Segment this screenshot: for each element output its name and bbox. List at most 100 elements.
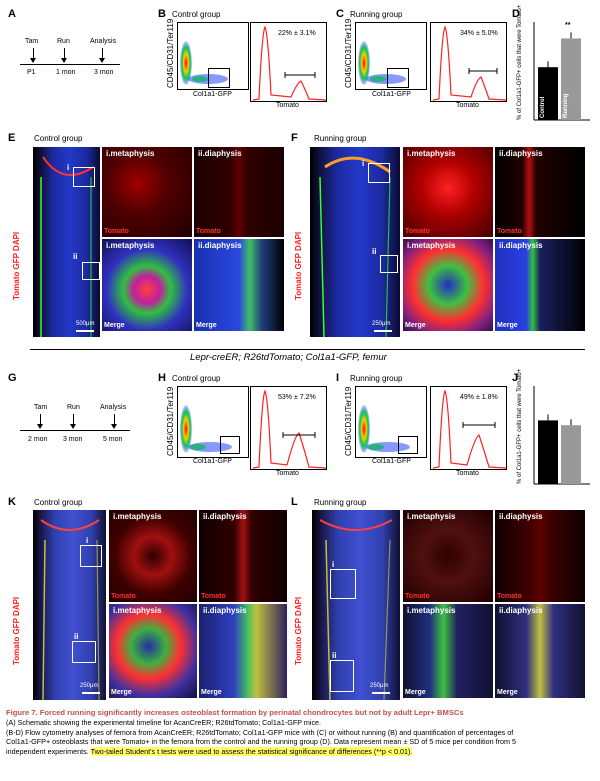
time-label: 2 mon (28, 436, 48, 443)
channel-label: Tomato GFP DAPI (294, 231, 303, 300)
roi-label: i (332, 560, 335, 569)
facs-gate (220, 436, 240, 454)
inset-image (403, 510, 493, 602)
facs-gate (208, 68, 230, 88)
caption-line: (B-D) Flow cytometry analyses of femora … (6, 727, 514, 737)
inset-label: ii.diaphysis (198, 241, 242, 250)
arrow-head (37, 424, 43, 429)
step-label: Analysis (90, 38, 117, 45)
roi-box (73, 167, 95, 187)
roi-box (380, 255, 398, 273)
caption-highlight: Two-tailed Student's t tests were used t… (90, 747, 413, 757)
scale-bar (82, 692, 100, 694)
scale-bar (372, 692, 390, 694)
inset-image (495, 147, 585, 237)
arrow (40, 414, 41, 426)
inset-label: ii.diaphysis (499, 241, 543, 250)
channel-tag: Merge (111, 689, 132, 696)
caption-line: (A) Schematic showing the experimental t… (6, 717, 322, 727)
group-title: Running group (314, 498, 367, 507)
roi-label: ii (332, 651, 337, 660)
channel-tag: Tomato (196, 228, 221, 235)
bar-chart-j (533, 386, 590, 485)
facs-plot (355, 386, 427, 458)
inset-label: ii.diaphysis (203, 606, 247, 615)
group-title: Running group (350, 10, 403, 19)
bone-image (310, 147, 400, 337)
panel-letter: H (158, 372, 166, 384)
sig-marker: ** (565, 22, 571, 29)
channel-tag: Tomato (405, 593, 430, 600)
bar-running (561, 38, 581, 120)
facs-ylabel: CD45/CD31/Ter119 (344, 18, 353, 88)
histogram (430, 22, 507, 102)
roi-box (82, 262, 100, 280)
percent-stat: 34% ± 5.0% (460, 30, 498, 37)
bar-ylabel: % of Col1a1-GFP+ cells that were Tomato+ (517, 368, 523, 484)
percent-stat: 53% ± 7.2% (278, 394, 316, 401)
channel-tag: Merge (497, 322, 518, 329)
bar-control (538, 420, 558, 484)
panel-letter: C (336, 8, 344, 20)
inset-image (102, 239, 192, 331)
roi-box (330, 660, 354, 692)
bar-running (561, 425, 581, 484)
channel-tag: Tomato (497, 228, 522, 235)
channel-tag: Merge (201, 689, 222, 696)
scale-label: 250μm (80, 683, 99, 689)
scale-label: 250μm (370, 683, 389, 689)
channel-tag: Tomato (497, 593, 522, 600)
bone-image (33, 510, 106, 700)
roi-label: i (362, 159, 365, 168)
arrow (73, 414, 74, 426)
inset-image (495, 510, 585, 602)
figure-caption: Figure 7. Forced running significantly i… (6, 708, 594, 757)
inset-image (102, 147, 192, 237)
inset-label: i.metaphysis (106, 241, 155, 250)
inset-image (403, 147, 493, 237)
bar-ylabel: % of Col1a1-GFP+ cells that were Tomato+ (517, 4, 523, 120)
facs-gate (387, 68, 409, 88)
roi-label: ii (73, 252, 78, 261)
panel-letter: D (512, 8, 520, 20)
group-title: Running group (350, 374, 403, 383)
facs-xlabel: Col1a1-GFP (372, 458, 411, 465)
scale-label: 250μm (372, 321, 391, 327)
bone-image (33, 147, 100, 337)
facs-plot (355, 22, 427, 90)
group-title: Control group (172, 374, 221, 383)
caption-line: independent experiments. (6, 747, 89, 757)
roi-label: i (86, 536, 89, 545)
inset-label: i.metaphysis (407, 241, 456, 250)
scale-bar (374, 330, 392, 332)
facs-xlabel: Col1a1-GFP (193, 91, 232, 98)
time-label: P1 (27, 69, 36, 76)
arrow-head (30, 58, 36, 63)
inset-image (194, 239, 284, 331)
inset-label: i.metaphysis (407, 149, 456, 158)
facs-ylabel: CD45/CD31/Ter119 (166, 18, 175, 88)
channel-tag: Tomato (104, 228, 129, 235)
panel-letter: L (291, 496, 298, 508)
percent-stat: 22% ± 3.1% (278, 30, 316, 37)
group-title: Control group (34, 134, 83, 143)
roi-box (368, 163, 390, 183)
timeline-axis (20, 430, 130, 431)
channel-tag: Tomato (405, 228, 430, 235)
channel-tag: Tomato (111, 593, 136, 600)
arrow (33, 48, 34, 60)
inset-image (194, 147, 284, 237)
inset-label: i.metaphysis (106, 149, 155, 158)
roi-box (330, 569, 356, 599)
bar-chart-d (533, 22, 590, 121)
step-label: Tam (34, 404, 48, 411)
panel-letter: I (336, 372, 340, 384)
histogram (430, 386, 507, 470)
histogram (250, 22, 327, 102)
inset-label: ii.diaphysis (203, 512, 247, 521)
panel-letter: K (8, 496, 16, 508)
arrow (102, 48, 103, 60)
inset-label: i.metaphysis (407, 606, 456, 615)
arrow (64, 48, 65, 60)
inset-image (199, 510, 287, 602)
